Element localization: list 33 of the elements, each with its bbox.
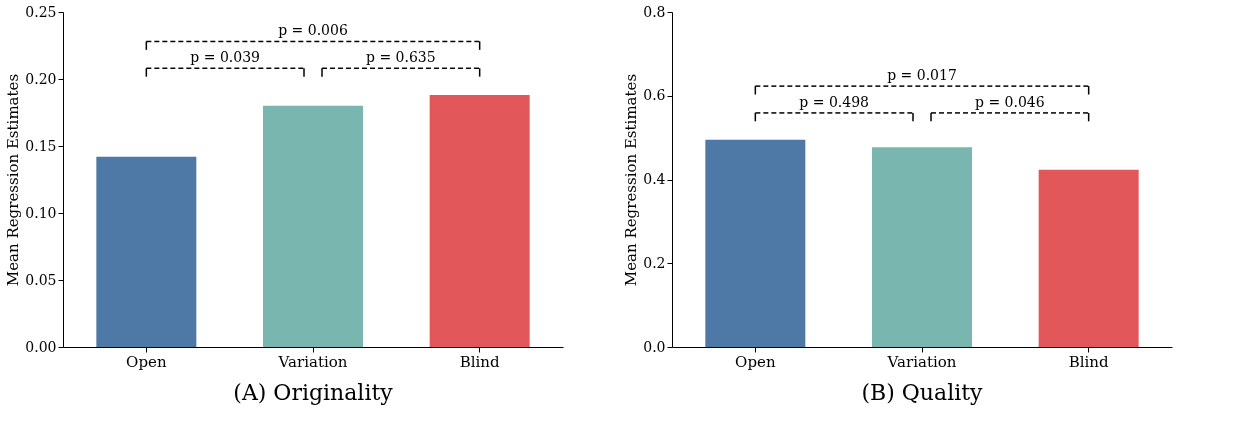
y-tick-label: 0.2 xyxy=(643,254,666,271)
bar xyxy=(705,139,806,347)
y-tick-label: 0.05 xyxy=(25,271,57,288)
annotation: p = 0.498 xyxy=(799,93,869,110)
y-tick-label: 0.20 xyxy=(25,70,57,87)
y-tick-label: 0.6 xyxy=(643,87,666,104)
annotation: p = 0.635 xyxy=(366,49,436,66)
text: (B) Quality xyxy=(861,380,984,405)
bar xyxy=(96,156,197,347)
x-tick-label: Blind xyxy=(459,352,500,371)
y-axis-title: Mean Regression Estimates xyxy=(4,73,23,287)
x-tick-label: Variation xyxy=(886,352,957,371)
x-tick-label: Blind xyxy=(1068,352,1109,371)
text: (A) Originality xyxy=(233,380,394,405)
y-tick-label: 0.0 xyxy=(643,338,666,355)
x-tick-label: Open xyxy=(735,352,776,371)
y-tick-label: 0.10 xyxy=(25,204,57,221)
bar xyxy=(263,105,363,347)
y-tick-label: 0.25 xyxy=(25,3,57,20)
y-tick-label: 0.4 xyxy=(643,171,666,187)
bar xyxy=(429,95,530,347)
annotation: p = 0.046 xyxy=(975,93,1045,110)
y-tick-label: 0.00 xyxy=(25,338,57,355)
annotation: p = 0.039 xyxy=(190,49,260,66)
y-tick-label: 0.8 xyxy=(643,3,666,20)
annotation: p = 0.006 xyxy=(278,22,348,39)
annotation: p = 0.017 xyxy=(887,67,957,84)
bar xyxy=(1038,169,1139,347)
x-tick-label: Open xyxy=(126,352,167,371)
bar xyxy=(872,147,972,347)
x-tick-label: Variation xyxy=(277,352,348,371)
y-tick-label: 0.15 xyxy=(25,137,57,154)
y-axis-title: Mean Regression Estimates xyxy=(622,73,641,287)
